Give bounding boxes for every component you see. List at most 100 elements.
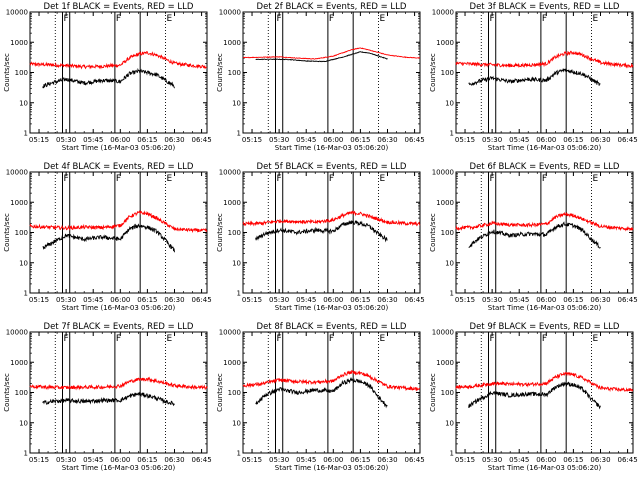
marker-label: F xyxy=(116,14,121,24)
panel-title: Det 9f BLACK = Events, RED = LLD xyxy=(470,322,620,332)
y-axis-label: Counts/sec xyxy=(429,213,437,252)
marker-label: F xyxy=(490,334,495,344)
marker-label: F xyxy=(542,174,547,184)
lld-series-red xyxy=(455,50,634,69)
events-series-black xyxy=(255,51,388,63)
y-tick-label: 10 xyxy=(232,259,241,267)
y-tick-label: 1 xyxy=(450,290,454,298)
y-tick-label: 10000 xyxy=(432,329,454,337)
y-tick-label: 100 xyxy=(441,389,454,397)
y-axis-label: Counts/sec xyxy=(3,373,11,412)
events-series-black xyxy=(42,391,175,407)
y-tick-label: 10 xyxy=(232,419,241,427)
marker-label: F xyxy=(64,174,69,184)
x-tick-label: 05:30 xyxy=(56,136,76,144)
marker-label: E xyxy=(592,174,598,184)
marker-label: E xyxy=(166,14,172,24)
x-tick-label: 06:45 xyxy=(191,136,211,144)
y-tick-label: 1000 xyxy=(10,359,28,367)
x-tick-label: 06:30 xyxy=(590,456,610,464)
x-tick-label: 05:30 xyxy=(482,136,502,144)
plot-frame xyxy=(242,331,421,454)
y-tick-label: 1000 xyxy=(10,199,28,207)
events-series-black xyxy=(468,221,601,249)
y-tick-label: 10 xyxy=(19,419,28,427)
x-axis-label: Start Time (16-Mar-03 05:06:20) xyxy=(62,144,176,152)
x-tick-label: 06:15 xyxy=(563,296,583,304)
plot-frame xyxy=(455,171,634,294)
x-tick-label: 06:00 xyxy=(110,136,130,144)
detector-panel-4: Det 4f BLACK = Events, RED = LLD 1 10 100 10… xyxy=(3,162,212,312)
x-tick-label: 06:45 xyxy=(404,296,424,304)
y-tick-label: 1000 xyxy=(436,39,454,47)
y-tick-label: 10 xyxy=(445,259,454,267)
lld-series-red xyxy=(455,211,634,232)
x-tick-label: 06:45 xyxy=(191,456,211,464)
marker-label: E xyxy=(379,14,385,24)
x-tick-label: 06:45 xyxy=(617,136,637,144)
y-tick-label: 1000 xyxy=(223,39,241,47)
marker-label: F xyxy=(116,334,121,344)
events-series-black xyxy=(42,223,175,253)
y-axis-label: Counts/sec xyxy=(429,53,437,92)
marker-label: F xyxy=(116,174,121,184)
x-tick-label: 05:45 xyxy=(296,296,316,304)
y-tick-label: 10 xyxy=(19,259,28,267)
x-tick-label: 06:00 xyxy=(323,296,343,304)
plot-frame xyxy=(29,11,208,134)
x-tick-label: 05:15 xyxy=(242,456,262,464)
x-axis-label: Start Time (16-Mar-03 05:06:20) xyxy=(488,464,602,472)
y-tick-label: 10 xyxy=(232,99,241,107)
x-tick-label: 06:45 xyxy=(617,296,637,304)
x-tick-label: 05:45 xyxy=(509,136,529,144)
y-axis-label: Counts/sec xyxy=(429,373,437,412)
y-axis-label: Counts/sec xyxy=(3,53,11,92)
x-axis-label: Start Time (16-Mar-03 05:06:20) xyxy=(488,144,602,152)
x-tick-label: 05:30 xyxy=(56,456,76,464)
y-tick-label: 1000 xyxy=(223,199,241,207)
plot-frame xyxy=(455,11,634,134)
x-tick-label: 06:30 xyxy=(377,296,397,304)
x-tick-label: 06:30 xyxy=(164,136,184,144)
marker-label: E xyxy=(379,174,385,184)
lld-series-red xyxy=(29,376,208,391)
x-tick-label: 06:00 xyxy=(536,296,556,304)
x-tick-label: 06:00 xyxy=(323,136,343,144)
y-axis-label: Counts/sec xyxy=(216,53,224,92)
x-axis-label: Start Time (16-Mar-03 05:06:20) xyxy=(62,464,176,472)
x-tick-label: 06:15 xyxy=(137,456,157,464)
x-tick-label: 06:00 xyxy=(110,456,130,464)
y-tick-label: 10 xyxy=(19,99,28,107)
plot-frame xyxy=(455,331,634,454)
x-tick-label: 05:30 xyxy=(482,296,502,304)
y-tick-label: 1 xyxy=(24,450,28,458)
panel-title: Det 3f BLACK = Events, RED = LLD xyxy=(470,2,620,12)
marker-label: F xyxy=(277,174,282,184)
x-tick-label: 05:15 xyxy=(455,296,475,304)
y-tick-label: 1 xyxy=(237,290,241,298)
y-tick-label: 10 xyxy=(445,419,454,427)
marker-label: E xyxy=(166,334,172,344)
x-axis-label: Start Time (16-Mar-03 05:06:20) xyxy=(488,304,602,312)
marker-label: F xyxy=(277,334,282,344)
events-series-black xyxy=(468,381,601,410)
x-tick-label: 05:30 xyxy=(269,136,289,144)
x-tick-label: 06:30 xyxy=(164,456,184,464)
marker-label: E xyxy=(379,334,385,344)
y-tick-label: 100 xyxy=(228,389,241,397)
marker-label: F xyxy=(542,334,547,344)
detector-panel-9: Det 9f BLACK = Events, RED = LLD 1 10 100 10… xyxy=(429,322,638,472)
lld-series-red xyxy=(242,369,421,392)
detector-panel-8: Det 8f BLACK = Events, RED = LLD 1 10 100 10… xyxy=(216,322,425,472)
y-tick-label: 10 xyxy=(445,99,454,107)
x-tick-label: 05:45 xyxy=(83,136,103,144)
y-tick-label: 10000 xyxy=(6,169,28,177)
panel-title: Det 1f BLACK = Events, RED = LLD xyxy=(44,2,194,12)
x-tick-label: 05:15 xyxy=(29,136,49,144)
y-tick-label: 100 xyxy=(15,389,28,397)
y-axis-label: Counts/sec xyxy=(216,213,224,252)
x-tick-label: 06:30 xyxy=(377,456,397,464)
x-tick-label: 05:15 xyxy=(29,456,49,464)
panel-title: Det 7f BLACK = Events, RED = LLD xyxy=(44,322,194,332)
y-tick-label: 100 xyxy=(441,229,454,237)
